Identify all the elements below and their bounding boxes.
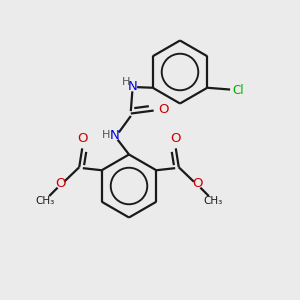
Text: H: H — [101, 130, 110, 140]
Text: Cl: Cl — [233, 84, 244, 97]
Text: O: O — [77, 132, 88, 146]
Text: N: N — [128, 80, 137, 93]
Text: O: O — [170, 132, 181, 146]
Text: O: O — [158, 103, 169, 116]
Text: O: O — [192, 177, 202, 190]
Text: H: H — [122, 77, 130, 87]
Text: CH₃: CH₃ — [35, 196, 54, 206]
Text: CH₃: CH₃ — [204, 196, 223, 206]
Text: O: O — [56, 177, 66, 190]
Text: N: N — [110, 129, 119, 142]
